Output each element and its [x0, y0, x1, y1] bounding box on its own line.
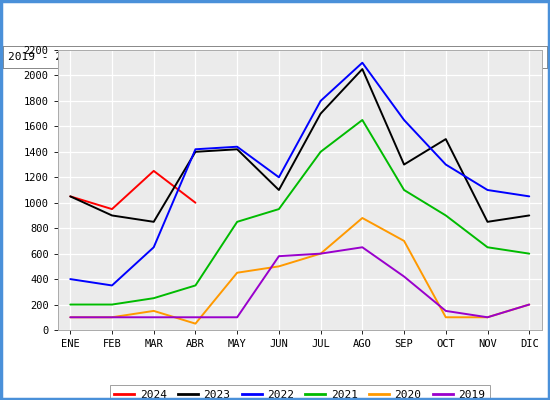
Legend: 2024, 2023, 2022, 2021, 2020, 2019: 2024, 2023, 2022, 2021, 2020, 2019 — [110, 385, 489, 400]
Text: Evolucion Nº Turistas Nacionales en el municipio de Montejo de Tiermes: Evolucion Nº Turistas Nacionales en el m… — [13, 16, 537, 30]
Text: 2019 - 2024: 2019 - 2024 — [8, 52, 82, 62]
Text: http://www.foro-ciudad.com: http://www.foro-ciudad.com — [366, 52, 542, 62]
